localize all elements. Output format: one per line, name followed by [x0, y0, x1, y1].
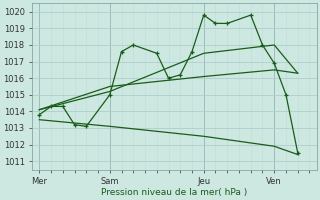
- X-axis label: Pression niveau de la mer( hPa ): Pression niveau de la mer( hPa ): [101, 188, 247, 197]
